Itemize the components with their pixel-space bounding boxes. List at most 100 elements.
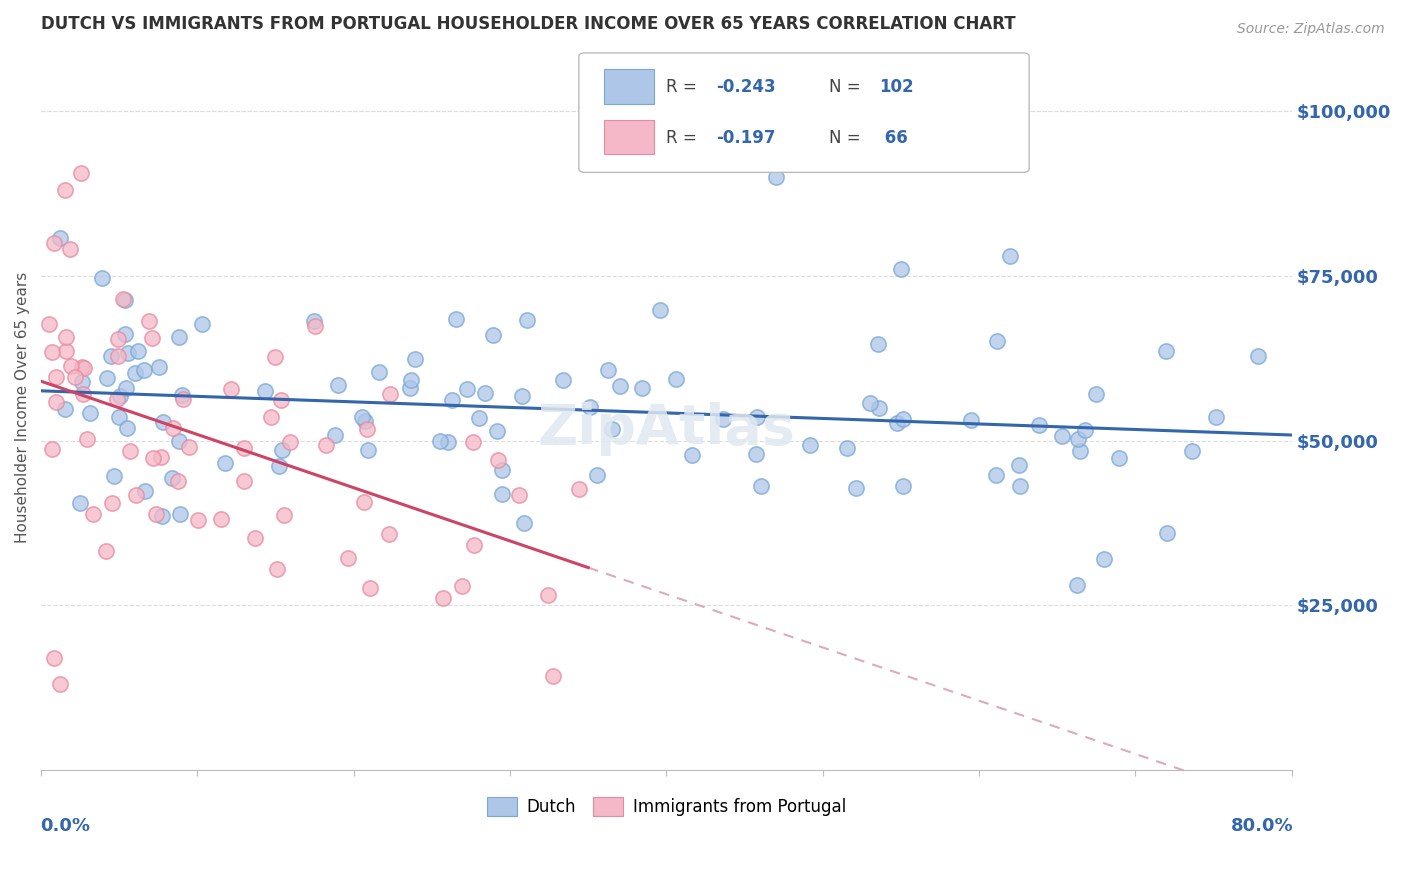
Point — [278, 434, 301, 449]
Point — [1156, 344, 1178, 359]
Point — [456, 383, 478, 397]
Point — [162, 421, 184, 435]
Point — [219, 382, 242, 396]
Point — [665, 371, 688, 385]
Point — [1052, 429, 1074, 443]
Point — [45, 395, 67, 409]
Point — [986, 334, 1008, 349]
Point — [166, 474, 188, 488]
Point — [108, 410, 131, 425]
Point — [304, 318, 326, 333]
Point — [437, 434, 460, 449]
Point — [1108, 450, 1130, 465]
Point — [107, 350, 129, 364]
Text: 80.0%: 80.0% — [1230, 817, 1294, 835]
Point — [1181, 444, 1204, 458]
Point — [749, 479, 772, 493]
Point — [150, 509, 173, 524]
Point — [1247, 349, 1270, 363]
Point — [110, 389, 132, 403]
Point — [187, 513, 209, 527]
Point — [1092, 552, 1115, 566]
Point — [378, 387, 401, 401]
Point — [486, 452, 509, 467]
Point — [55, 344, 77, 359]
Point — [100, 349, 122, 363]
Point — [845, 481, 868, 495]
Point — [1008, 458, 1031, 472]
Text: -0.197: -0.197 — [717, 128, 776, 146]
Point — [42, 651, 65, 665]
Point — [269, 459, 291, 474]
Point — [94, 544, 117, 558]
Point — [115, 420, 138, 434]
Text: R =: R = — [666, 128, 703, 146]
Point — [59, 359, 82, 373]
Text: -0.243: -0.243 — [717, 78, 776, 96]
Point — [463, 538, 485, 552]
Point — [315, 438, 337, 452]
Point — [41, 442, 63, 456]
Point — [105, 392, 128, 406]
Legend: Dutch, Immigrants from Portugal: Dutch, Immigrants from Portugal — [479, 790, 853, 823]
Point — [134, 363, 156, 377]
Point — [263, 350, 285, 364]
Point — [103, 468, 125, 483]
Point — [167, 434, 190, 448]
Point — [359, 582, 381, 596]
Point — [114, 326, 136, 341]
Point — [76, 432, 98, 446]
Point — [1069, 444, 1091, 458]
Point — [681, 448, 703, 462]
Point — [1085, 387, 1108, 401]
Text: N =: N = — [830, 128, 860, 146]
Point — [125, 488, 148, 502]
Point — [890, 262, 912, 277]
Point — [429, 434, 451, 448]
Point — [765, 170, 787, 185]
Point — [711, 411, 734, 425]
Point — [886, 416, 908, 430]
Point — [73, 361, 96, 376]
Point — [209, 512, 232, 526]
Point — [101, 496, 124, 510]
Point — [1008, 478, 1031, 492]
Point — [859, 396, 882, 410]
Point — [551, 373, 574, 387]
Point — [177, 440, 200, 454]
Text: 66: 66 — [879, 128, 908, 146]
Point — [233, 474, 256, 488]
Point — [354, 414, 377, 428]
Point — [451, 579, 474, 593]
Point — [273, 508, 295, 522]
Point — [868, 401, 890, 416]
Point — [302, 314, 325, 328]
Text: R =: R = — [666, 78, 703, 96]
Point — [648, 303, 671, 318]
Point — [167, 330, 190, 344]
Point — [270, 443, 292, 458]
Point — [90, 270, 112, 285]
Point — [117, 345, 139, 359]
Point — [1000, 249, 1022, 263]
Point — [485, 425, 508, 439]
Point — [266, 562, 288, 576]
Point — [142, 451, 165, 466]
Point — [107, 332, 129, 346]
Text: 0.0%: 0.0% — [39, 817, 90, 835]
Point — [152, 415, 174, 429]
Point — [114, 293, 136, 307]
Point — [160, 470, 183, 484]
Point — [747, 409, 769, 424]
Point — [169, 508, 191, 522]
Point — [586, 468, 609, 483]
Point — [79, 406, 101, 420]
Point — [254, 384, 277, 398]
Point — [891, 412, 914, 426]
Point — [328, 377, 350, 392]
Point — [41, 345, 63, 359]
Point — [481, 328, 503, 343]
Point — [984, 468, 1007, 483]
FancyBboxPatch shape — [605, 69, 654, 103]
Point — [70, 376, 93, 390]
